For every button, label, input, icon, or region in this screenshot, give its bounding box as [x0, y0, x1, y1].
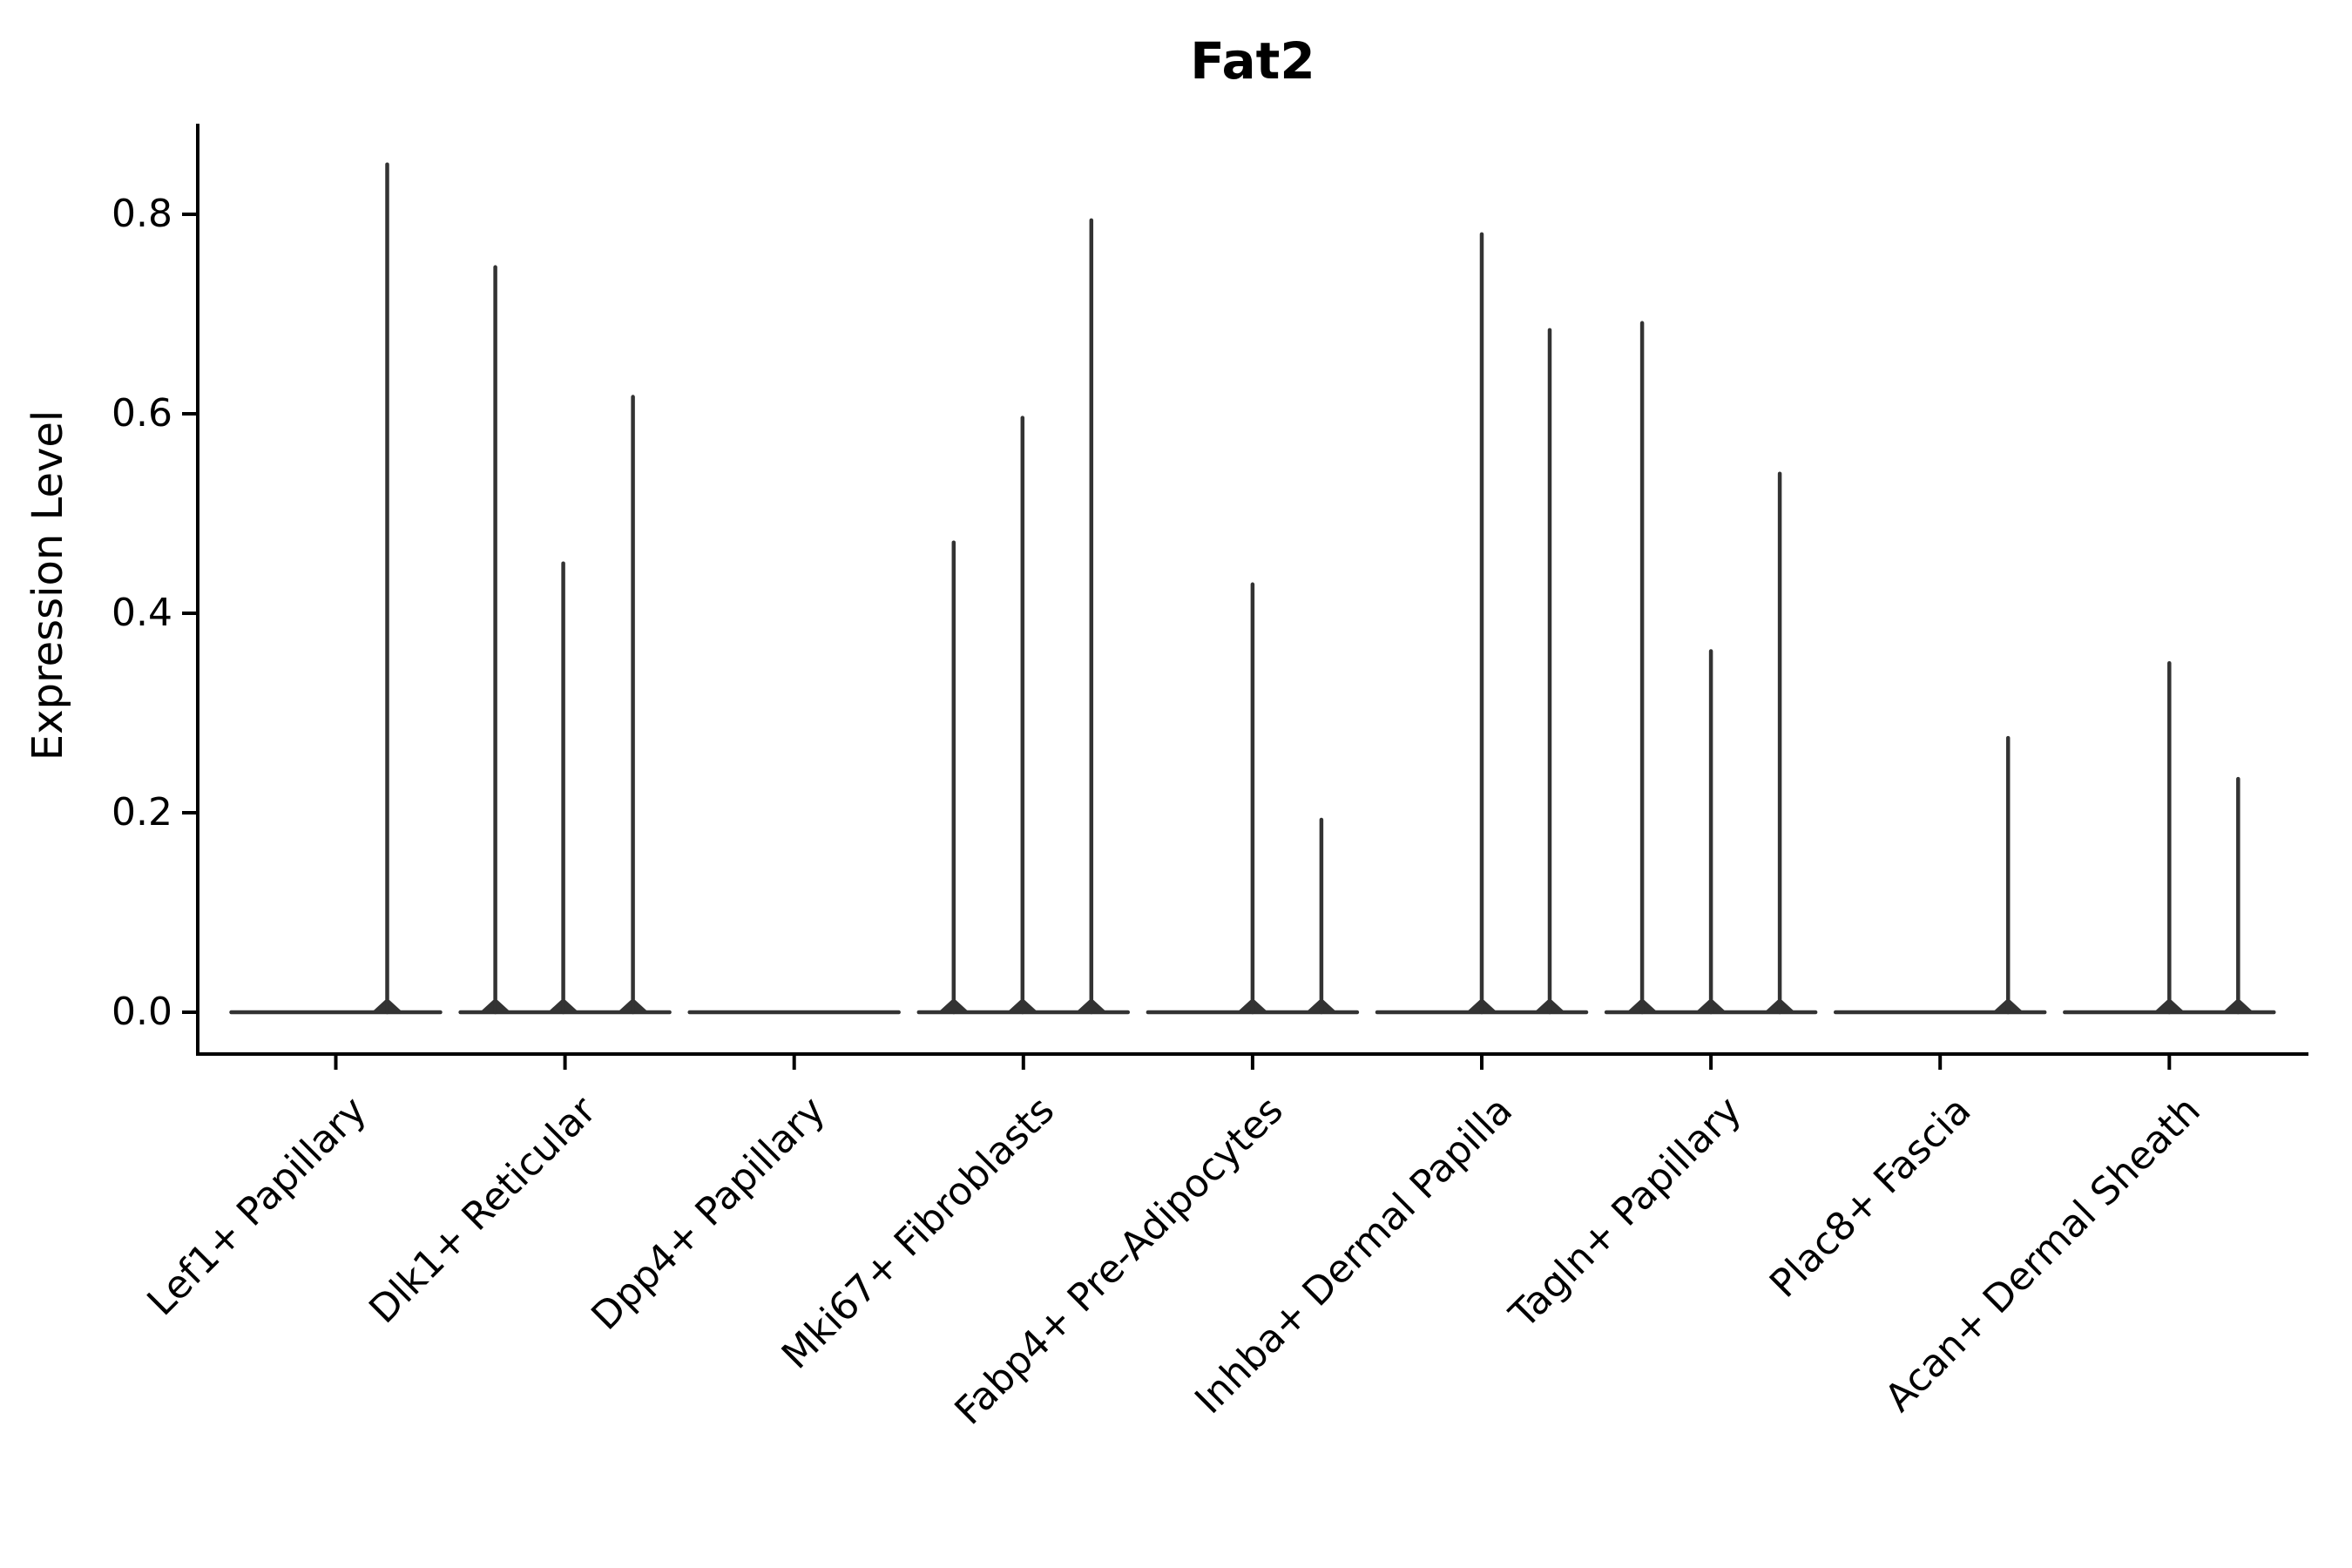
y-tick-label: 0.6 — [112, 391, 172, 436]
y-tick-label: 0.8 — [112, 192, 172, 236]
y-tick-label: 0.4 — [112, 591, 172, 635]
y-axis-label: Expression Level — [24, 409, 72, 761]
y-tick-label: 0.0 — [112, 990, 172, 1034]
chart-title: Fat2 — [1190, 31, 1315, 91]
y-tick-label: 0.2 — [112, 790, 172, 835]
